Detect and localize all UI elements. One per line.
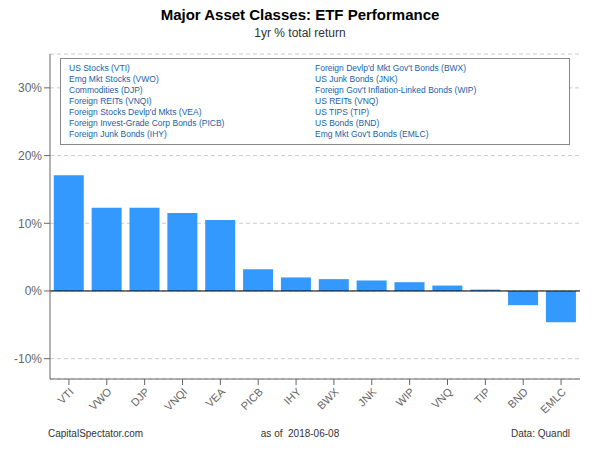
html-text:Emg Mkt Stocks (VWO): Emg Mkt Stocks (VWO) <box>69 74 159 84</box>
html-text:Foreign Invest-Grade Corp Bond: Foreign Invest-Grade Corp Bonds (PICB) <box>69 118 225 128</box>
html-text:US Stocks (VTI): US Stocks (VTI) <box>69 63 130 73</box>
svg-text:10%: 10% <box>18 217 42 231</box>
html-text:US TIPS (TIP): US TIPS (TIP) <box>315 107 370 117</box>
svg-text:-10%: -10% <box>14 352 42 366</box>
html-text:1yr % total return: 1yr % total return <box>254 26 346 40</box>
html-text:Data: Quandl: Data: Quandl <box>511 428 570 439</box>
html-text:Major Asset Classes: ETF Perfo: Major Asset Classes: ETF Performance <box>160 6 440 23</box>
html-text:Foreign REITs (VNQI): Foreign REITs (VNQI) <box>69 96 152 106</box>
svg-text:30%: 30% <box>18 81 42 95</box>
html-text:US REITs (VNQ): US REITs (VNQ) <box>315 96 379 106</box>
svg-text:JNK: JNK <box>356 385 380 409</box>
svg-text:VTI: VTI <box>55 385 76 406</box>
svg-text:EMLC: EMLC <box>538 385 568 415</box>
html-text:as of 2018-06-08: as of 2018-06-08 <box>260 428 340 439</box>
html-text:Commodities (DJP): Commodities (DJP) <box>69 85 143 95</box>
svg-text:VNQI: VNQI <box>162 385 190 413</box>
svg-text:0%: 0% <box>25 284 43 298</box>
svg-text:BND: BND <box>505 385 530 410</box>
html-text:Foreign Devlp'd Mkt Gov't Bond: Foreign Devlp'd Mkt Gov't Bonds (BWX) <box>315 63 467 73</box>
svg-text:BWX: BWX <box>315 385 342 412</box>
html-text:CapitalSpectator.com: CapitalSpectator.com <box>48 428 144 439</box>
svg-text:WIP: WIP <box>393 385 416 408</box>
svg-text:20%: 20% <box>18 149 42 163</box>
svg-text:DJP: DJP <box>128 385 151 408</box>
svg-text:TIP: TIP <box>472 385 493 406</box>
html-text:Foreign Gov't Inflation-Linked: Foreign Gov't Inflation-Linked Bonds (WI… <box>315 85 477 95</box>
svg-text:PICB: PICB <box>239 385 266 412</box>
svg-text:VWO: VWO <box>87 385 114 412</box>
html-text:US Bonds (BND): US Bonds (BND) <box>315 118 380 128</box>
html-text:Foreign Stocks Devlp'd Mkts (V: Foreign Stocks Devlp'd Mkts (VEA) <box>69 107 202 117</box>
html-text:Foreign Junk Bonds (IHY): Foreign Junk Bonds (IHY) <box>69 129 167 139</box>
html-text:US Junk Bonds (JNK): US Junk Bonds (JNK) <box>315 74 398 84</box>
svg-text:VEA: VEA <box>203 385 228 410</box>
html-text:Emg Mkt Gov't Bonds (EMLC): Emg Mkt Gov't Bonds (EMLC) <box>315 129 429 139</box>
svg-text:VNQ: VNQ <box>429 385 455 411</box>
svg-text:IHY: IHY <box>282 385 304 407</box>
